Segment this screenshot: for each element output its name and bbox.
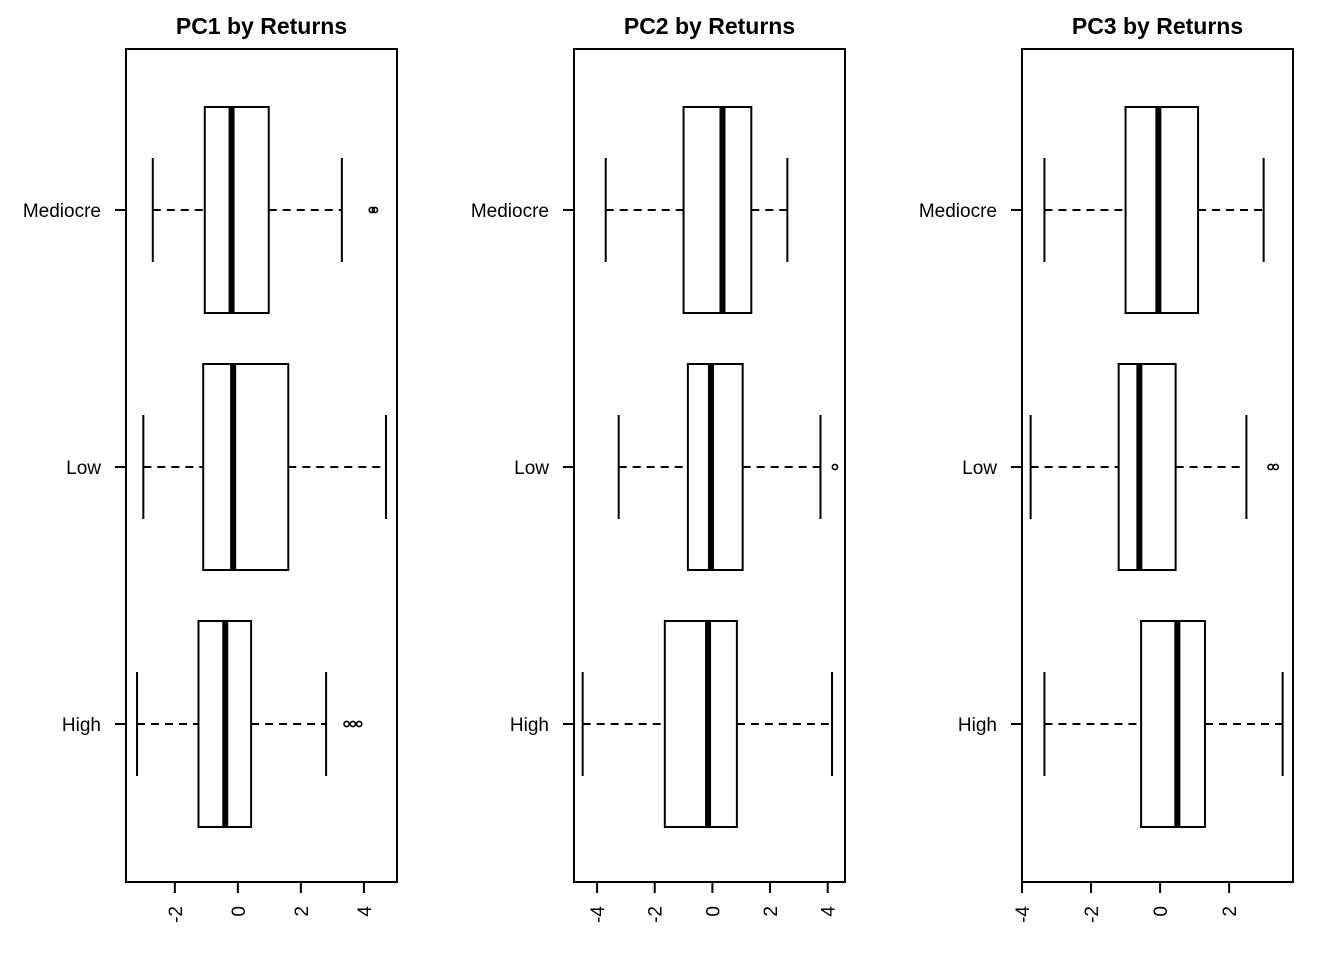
outlier-point bbox=[831, 463, 839, 471]
panel-2: PC2 by Returns -4 -2 0 2 4 High Low Mediocre bbox=[471, 13, 846, 923]
y-tick-label: High bbox=[62, 715, 101, 736]
y-tick-label: Low bbox=[66, 458, 101, 479]
iqr-box bbox=[686, 363, 744, 571]
outlier-point bbox=[1272, 463, 1280, 471]
outlier-point bbox=[371, 206, 379, 214]
box-high bbox=[581, 620, 834, 828]
box-mediocre bbox=[1043, 106, 1265, 314]
x-tick-label: 2 bbox=[1220, 906, 1241, 917]
box-high bbox=[136, 620, 363, 828]
y-tick-label: High bbox=[958, 715, 997, 736]
box-low bbox=[142, 363, 387, 571]
x-tick-label: -4 bbox=[588, 906, 609, 923]
iqr-box bbox=[1124, 106, 1200, 314]
x-tick-label: 0 bbox=[1151, 906, 1172, 917]
x-tick-label: 0 bbox=[229, 906, 250, 917]
iqr-box bbox=[663, 620, 738, 828]
iqr-box bbox=[1117, 363, 1177, 571]
x-tick-label: 2 bbox=[292, 906, 313, 917]
box-high bbox=[1043, 620, 1284, 828]
panel-title: PC2 by Returns bbox=[624, 13, 795, 39]
box-mediocre bbox=[151, 106, 379, 314]
box-low bbox=[617, 363, 839, 571]
iqr-box bbox=[1140, 620, 1206, 828]
outlier-point bbox=[355, 720, 363, 728]
x-tick-label: -2 bbox=[1082, 906, 1103, 923]
x-tick-label: 4 bbox=[355, 906, 376, 917]
box-low bbox=[1029, 363, 1280, 571]
panel-title: PC1 by Returns bbox=[176, 13, 347, 39]
iqr-box bbox=[203, 106, 270, 314]
x-tick-label: 0 bbox=[703, 906, 724, 917]
x-tick-label: -2 bbox=[166, 906, 187, 923]
iqr-box bbox=[682, 106, 753, 314]
panel-title: PC3 by Returns bbox=[1072, 13, 1243, 39]
panel-1: PC1 by Returns -2 0 2 4 High Low Mediocre bbox=[23, 13, 398, 923]
y-tick-label: High bbox=[510, 715, 549, 736]
outlier-point bbox=[349, 720, 357, 728]
y-tick-label: Mediocre bbox=[919, 201, 997, 222]
y-tick-label: Low bbox=[962, 458, 997, 479]
panel-3: PC3 by Returns -4 -2 0 2 High Low Mediocre bbox=[919, 13, 1294, 923]
y-tick-label: Mediocre bbox=[471, 201, 549, 222]
box-mediocre bbox=[604, 106, 789, 314]
y-tick-label: Low bbox=[514, 458, 549, 479]
iqr-box bbox=[202, 363, 290, 571]
y-tick-label: Mediocre bbox=[23, 201, 101, 222]
outlier-point bbox=[368, 206, 376, 214]
outlier-point bbox=[343, 720, 350, 728]
x-tick-label: -2 bbox=[646, 906, 667, 923]
x-tick-label: -4 bbox=[1013, 906, 1034, 923]
x-tick-label: 2 bbox=[761, 906, 782, 917]
x-tick-label: 4 bbox=[819, 906, 840, 917]
